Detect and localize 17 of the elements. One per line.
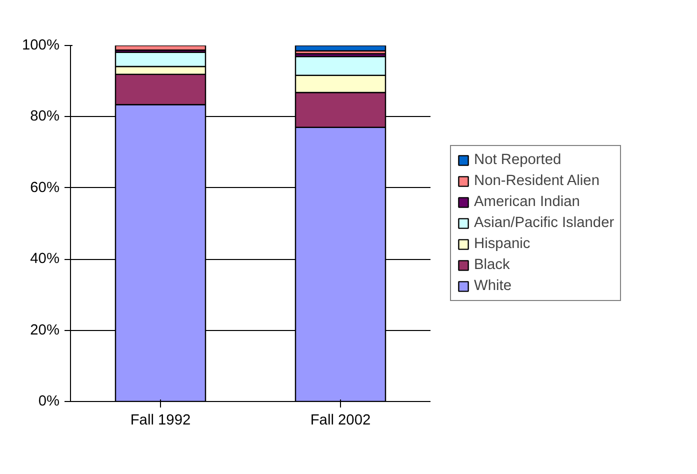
legend-label: Asian/Pacific Islander [474, 215, 614, 231]
x-tick-label: Fall 1992 [130, 412, 191, 428]
y-tick-label: 80% [30, 108, 60, 125]
bar [294, 46, 386, 52]
legend-label: Non-Resident Alien [474, 173, 600, 189]
y-tick-label: 20% [30, 322, 60, 338]
legend-label: Black [474, 257, 510, 273]
x-tick-label: Fall 2002 [310, 412, 371, 428]
y-tick-label: 0% [38, 394, 60, 410]
bar [114, 46, 206, 51]
legend-label: White [474, 278, 512, 294]
legend-label: Hispanic [474, 236, 530, 252]
y-tick-label: 100% [22, 38, 60, 54]
legend-label: American Indian [474, 194, 580, 210]
y-tick-label: 40% [30, 251, 60, 268]
y-tick-label: 60% [30, 180, 60, 196]
legend-label: Not Reported [474, 152, 562, 168]
